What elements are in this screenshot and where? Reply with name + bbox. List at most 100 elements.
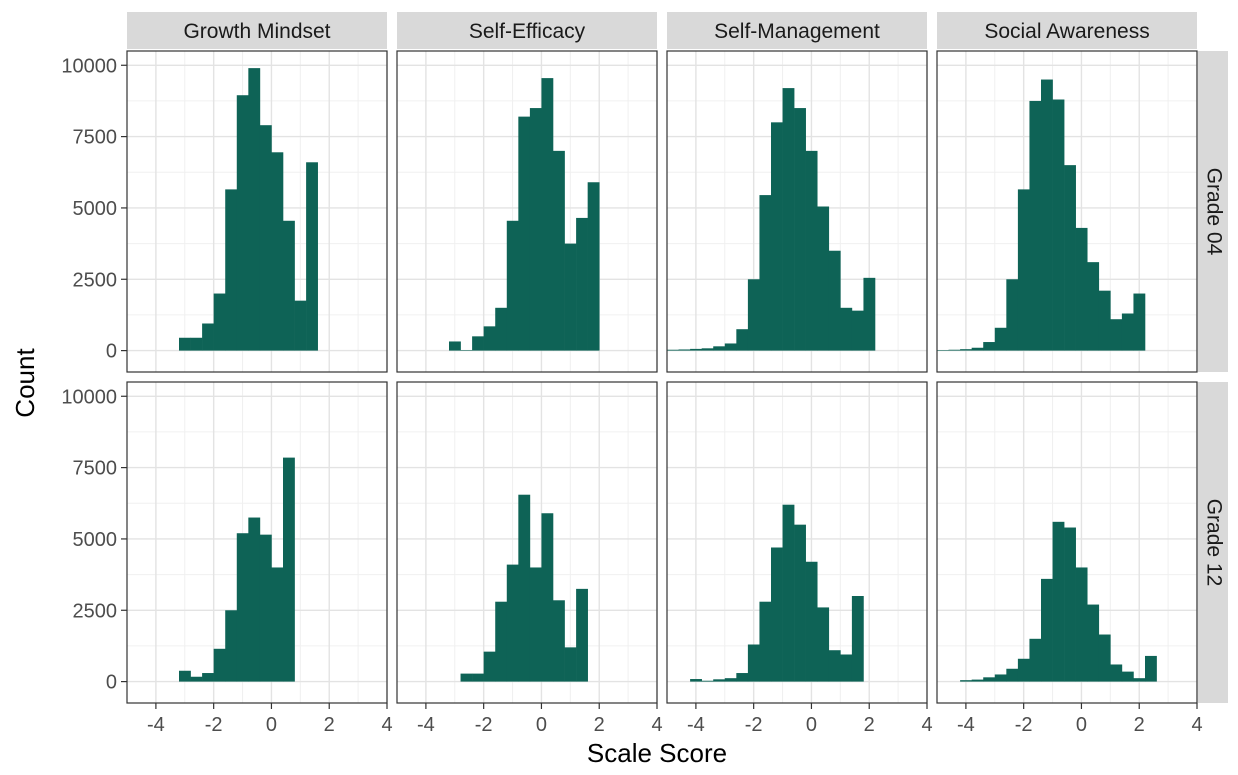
histogram-bar bbox=[449, 341, 461, 351]
histogram-bar bbox=[1017, 658, 1030, 682]
histogram-bar bbox=[1087, 262, 1100, 351]
histogram-bar bbox=[213, 293, 226, 351]
histogram-bar bbox=[518, 116, 531, 351]
x-tick-label: 0 bbox=[266, 714, 277, 736]
histogram-bar bbox=[541, 513, 554, 682]
histogram-bar bbox=[236, 533, 249, 682]
facet-strip-grade-12 bbox=[1198, 382, 1228, 703]
histogram-bar bbox=[495, 307, 508, 351]
histogram-bar bbox=[472, 336, 484, 351]
panel-border bbox=[936, 50, 1198, 373]
histogram-bar bbox=[1041, 578, 1053, 682]
x-tick-label: 2 bbox=[1134, 714, 1145, 736]
histogram-bar bbox=[1041, 79, 1053, 351]
histogram-bar bbox=[828, 650, 841, 682]
facet-label-grade-12: Grade 12 bbox=[1202, 499, 1225, 587]
histogram-bar bbox=[576, 217, 588, 351]
panel-social-awareness-grade-04 bbox=[936, 50, 1198, 373]
panels-layer: Growth Mindset Self-Efficacy Self-Manageme… bbox=[126, 12, 1228, 704]
histogram-bar bbox=[553, 150, 565, 351]
histogram-bar bbox=[294, 300, 307, 351]
facet-label-self-management: Self-Management bbox=[714, 20, 880, 43]
histogram-bar bbox=[179, 337, 191, 351]
histogram-bar bbox=[460, 673, 473, 682]
histogram-bar bbox=[190, 676, 203, 682]
histogram-bar bbox=[1052, 521, 1065, 682]
x-tick-label: -2 bbox=[205, 714, 223, 736]
histogram-bar bbox=[460, 350, 473, 351]
histogram-bar bbox=[1075, 567, 1088, 682]
y-tick-label: 2500 bbox=[73, 600, 118, 622]
y-tick-label: 0 bbox=[106, 672, 117, 694]
x-tick-label: -4 bbox=[147, 714, 165, 736]
facet-label-grade-04: Grade 04 bbox=[1202, 168, 1225, 256]
histogram-bar bbox=[851, 310, 864, 351]
histogram-bar bbox=[851, 596, 864, 682]
y-tick-label: 0 bbox=[106, 341, 117, 363]
histogram-bar bbox=[271, 152, 284, 351]
histogram-bar bbox=[863, 277, 876, 351]
x-tick-label: 4 bbox=[921, 714, 932, 736]
histogram-bar bbox=[306, 162, 318, 351]
histogram-bar bbox=[248, 68, 261, 351]
histogram-bar bbox=[983, 342, 996, 351]
panel-border bbox=[126, 50, 388, 373]
panel-border bbox=[396, 381, 658, 704]
panel-border bbox=[666, 381, 928, 704]
histogram-bar bbox=[529, 567, 542, 682]
facet-strip-social-awareness bbox=[937, 12, 1197, 49]
histogram-bar bbox=[840, 307, 853, 351]
histogram-bar bbox=[564, 647, 577, 682]
facet-strip-growth-mindset bbox=[127, 12, 387, 49]
histogram-bar bbox=[994, 674, 1007, 682]
histogram-bar bbox=[701, 680, 714, 682]
histogram-bar bbox=[179, 670, 191, 682]
histogram-bar bbox=[960, 349, 972, 351]
histogram-bar bbox=[805, 150, 818, 351]
histogram-bar bbox=[1064, 527, 1076, 682]
panel-self-management-grade-12 bbox=[666, 381, 928, 704]
y-tick-label: 10000 bbox=[61, 55, 117, 77]
histogram-bar bbox=[1052, 99, 1065, 351]
histogram-bar bbox=[971, 679, 984, 682]
y-tick-label: 7500 bbox=[73, 458, 118, 480]
histogram-bar bbox=[283, 457, 295, 682]
x-tick-label: -4 bbox=[957, 714, 975, 736]
histogram-bar bbox=[828, 250, 841, 351]
histogram-bar bbox=[1133, 293, 1146, 351]
histogram-bar bbox=[994, 327, 1007, 351]
histogram-bar bbox=[259, 534, 272, 682]
y-tick-label: 7500 bbox=[73, 127, 118, 149]
panel-growth-mindset-grade-04 bbox=[126, 50, 388, 373]
histogram-bar bbox=[1121, 671, 1134, 682]
histogram-bar bbox=[225, 610, 238, 682]
histogram-bar bbox=[948, 349, 961, 351]
histogram-bar bbox=[1017, 189, 1030, 351]
histogram-bar bbox=[529, 108, 542, 351]
panel-border bbox=[666, 50, 928, 373]
histogram-bar bbox=[817, 607, 830, 682]
histogram-bar bbox=[1110, 319, 1123, 351]
histogram-bar bbox=[225, 189, 238, 351]
histogram-bar bbox=[553, 600, 565, 682]
panel-border bbox=[126, 381, 388, 704]
histogram-bar bbox=[1006, 668, 1019, 682]
histogram-bar bbox=[202, 323, 214, 351]
x-tick-label: 0 bbox=[536, 714, 547, 736]
y-tick-label: 5000 bbox=[73, 529, 118, 551]
histogram-bar bbox=[794, 524, 806, 682]
histogram-bar bbox=[236, 95, 249, 351]
histogram-bar bbox=[576, 588, 588, 682]
panel-social-awareness-grade-12 bbox=[936, 381, 1198, 704]
histogram-bar bbox=[747, 279, 760, 351]
histogram-bar bbox=[983, 677, 996, 682]
histogram-bar bbox=[1098, 634, 1111, 682]
histogram-bar bbox=[794, 108, 806, 351]
x-tick-label: -4 bbox=[687, 714, 705, 736]
histogram-bar bbox=[271, 567, 284, 682]
histogram-bar bbox=[937, 350, 949, 351]
histogram-bar bbox=[248, 517, 261, 682]
histogram-bar bbox=[724, 678, 737, 682]
